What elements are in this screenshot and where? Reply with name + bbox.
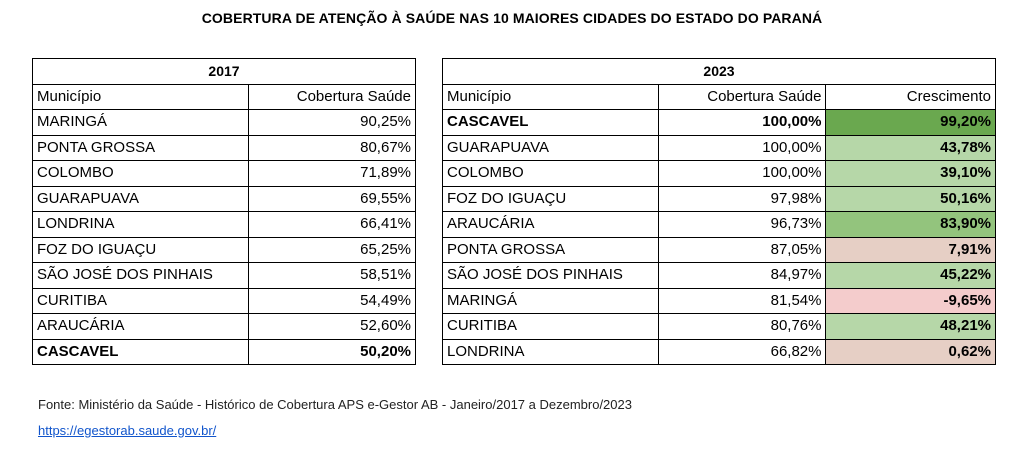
table-row: CASCAVEL 100,00% 99,20% [442,109,996,136]
growth-cell: 50,16% [825,185,996,212]
table-row: GUARAPUAVA 69,55% [32,185,417,212]
table-row: PONTA GROSSA 87,05% 7,91% [442,236,996,263]
table-row: SÃO JOSÉ DOS PINHAIS 58,51% [32,262,417,289]
growth-cell: 39,10% [825,160,996,187]
table-row: COLOMBO 100,00% 39,10% [442,160,996,187]
coverage-cell: 87,05% [657,236,827,263]
coverage-cell: 81,54% [657,287,827,314]
table-row: MARINGÁ 81,54% -9,65% [442,287,996,314]
column-header-municipio: Município [442,83,659,110]
coverage-cell: 96,73% [657,211,827,238]
coverage-cell: 58,51% [247,262,417,289]
coverage-cell: 100,00% [657,160,827,187]
table-header-row: Município Cobertura Saúde Crescimento [442,83,996,110]
table-year-header: 2023 [442,58,996,85]
source-note: Fonte: Ministério da Saúde - Histórico d… [38,397,632,412]
coverage-cell: 100,00% [657,134,827,161]
city-cell: COLOMBO [442,160,659,187]
coverage-cell: 80,76% [657,313,827,340]
column-header-cobertura: Cobertura Saúde [247,83,417,110]
table-row: LONDRINA 66,82% 0,62% [442,338,996,365]
coverage-cell: 100,00% [657,109,827,136]
table-row: GUARAPUAVA 100,00% 43,78% [442,134,996,161]
table-header-row: Município Cobertura Saúde [32,83,417,110]
city-cell: COLOMBO [32,160,249,187]
city-cell: SÃO JOSÉ DOS PINHAIS [32,262,249,289]
table-row: CASCAVEL 50,20% [32,338,417,365]
table-row: ARAUCÁRIA 96,73% 83,90% [442,211,996,238]
coverage-cell: 90,25% [247,109,417,136]
coverage-cell: 66,41% [247,211,417,238]
city-cell: CURITIBA [32,287,249,314]
city-cell: SÃO JOSÉ DOS PINHAIS [442,262,659,289]
table-row: ARAUCÁRIA 52,60% [32,313,417,340]
coverage-cell: 69,55% [247,185,417,212]
source-link[interactable]: https://egestorab.saude.gov.br/ [38,423,217,438]
city-cell: ARAUCÁRIA [442,211,659,238]
city-cell: PONTA GROSSA [442,236,659,263]
growth-cell: 99,20% [825,109,996,136]
table-row: COLOMBO 71,89% [32,160,417,187]
coverage-cell: 84,97% [657,262,827,289]
city-cell: FOZ DO IGUAÇU [32,236,249,263]
column-header-crescimento: Crescimento [825,83,996,110]
city-cell: CURITIBA [442,313,659,340]
growth-cell: 83,90% [825,211,996,238]
coverage-cell: 80,67% [247,134,417,161]
table-row: SÃO JOSÉ DOS PINHAIS 84,97% 45,22% [442,262,996,289]
table-2023: 2023 Município Cobertura Saúde Crescimen… [442,58,996,365]
table-year-header: 2017 [32,58,416,85]
city-cell: CASCAVEL [32,338,249,365]
city-cell: CASCAVEL [442,109,659,136]
coverage-cell: 71,89% [247,160,417,187]
table-row: CURITIBA 80,76% 48,21% [442,313,996,340]
coverage-cell: 54,49% [247,287,417,314]
table-row: CURITIBA 54,49% [32,287,417,314]
city-cell: LONDRINA [442,338,659,365]
city-cell: MARINGÁ [442,287,659,314]
growth-cell: -9,65% [825,287,996,314]
column-header-cobertura: Cobertura Saúde [657,83,827,110]
city-cell: FOZ DO IGUAÇU [442,185,659,212]
column-header-municipio: Município [32,83,249,110]
coverage-cell: 97,98% [657,185,827,212]
coverage-cell: 52,60% [247,313,417,340]
growth-cell: 7,91% [825,236,996,263]
growth-cell: 0,62% [825,338,996,365]
table-row: FOZ DO IGUAÇU 97,98% 50,16% [442,185,996,212]
growth-cell: 45,22% [825,262,996,289]
coverage-cell: 65,25% [247,236,417,263]
growth-cell: 43,78% [825,134,996,161]
growth-cell: 48,21% [825,313,996,340]
coverage-cell: 50,20% [247,338,417,365]
city-cell: GUARAPUAVA [32,185,249,212]
city-cell: GUARAPUAVA [442,134,659,161]
table-row: LONDRINA 66,41% [32,211,417,238]
city-cell: LONDRINA [32,211,249,238]
table-row: FOZ DO IGUAÇU 65,25% [32,236,417,263]
city-cell: MARINGÁ [32,109,249,136]
coverage-cell: 66,82% [657,338,827,365]
page-title: COBERTURA DE ATENÇÃO À SAÚDE NAS 10 MAIO… [201,10,823,26]
table-2017: 2017 Município Cobertura Saúde MARINGÁ 90… [32,58,417,365]
city-cell: ARAUCÁRIA [32,313,249,340]
table-row: MARINGÁ 90,25% [32,109,417,136]
table-row: PONTA GROSSA 80,67% [32,134,417,161]
city-cell: PONTA GROSSA [32,134,249,161]
